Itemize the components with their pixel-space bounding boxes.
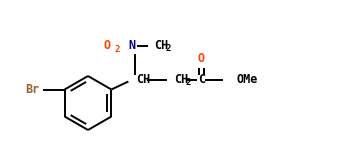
Text: O: O: [103, 39, 110, 52]
Text: 2: 2: [114, 45, 120, 54]
Text: CH: CH: [154, 39, 169, 52]
Text: Br: Br: [25, 83, 40, 96]
Text: N: N: [129, 39, 136, 52]
Text: 2: 2: [185, 78, 191, 87]
Text: CH: CH: [174, 73, 189, 86]
Text: O: O: [198, 52, 205, 65]
Text: 2: 2: [166, 44, 171, 53]
Text: C: C: [198, 73, 205, 86]
Text: CH: CH: [136, 73, 151, 86]
Text: OMe: OMe: [237, 73, 258, 86]
